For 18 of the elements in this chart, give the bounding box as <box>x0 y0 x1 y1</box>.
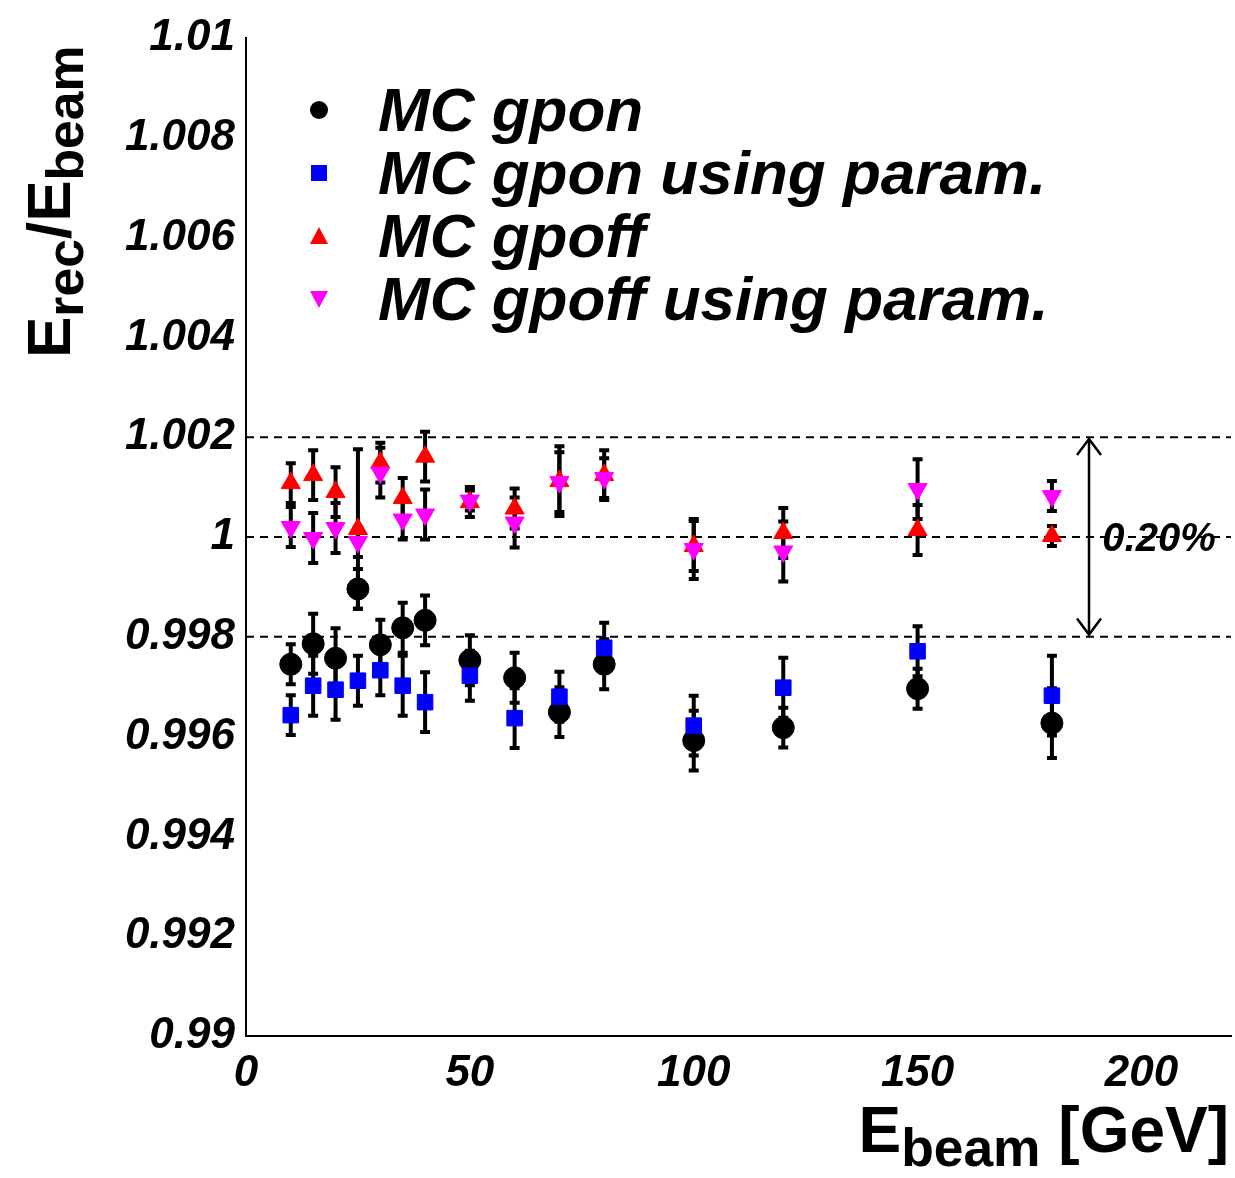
y-tick-label: 1.008 <box>124 109 236 159</box>
annotation: 0.20% <box>1102 515 1216 559</box>
x-axis-title: E$_{beam}$ [GeV] <box>858 1094 1229 1177</box>
y-tick-label: 0.998 <box>124 608 236 658</box>
y-tick-label: 1 <box>210 509 235 559</box>
x-tick-label: 0 <box>233 1045 259 1095</box>
y-tick-label: 1.01 <box>149 10 235 60</box>
y-tick-label: 0.992 <box>124 908 236 958</box>
y-tick-label: 0.99 <box>149 1008 236 1058</box>
y-tick-label: 0.994 <box>124 808 235 858</box>
y-tick-label: 1.006 <box>124 209 236 259</box>
y-tick-label: 1.002 <box>124 409 236 459</box>
y-tick-label: 0.996 <box>124 708 236 758</box>
y-tick-label: 1.004 <box>124 309 235 359</box>
x-tick-label: 50 <box>445 1045 495 1095</box>
x-tick-label: 100 <box>657 1045 731 1095</box>
x-tick-label: 200 <box>1103 1045 1179 1095</box>
x-tick-label: 150 <box>880 1045 955 1095</box>
